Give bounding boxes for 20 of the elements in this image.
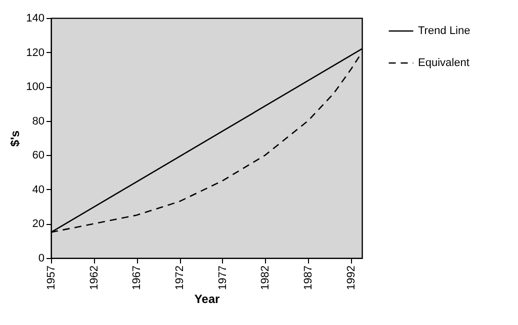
y-tick-label: 20 [32,218,44,230]
x-tick-label: 1982 [260,266,272,290]
legend-label: Equivalent [418,57,470,69]
legend-label: Trend Line [418,25,470,37]
y-tick-label: 120 [26,46,44,59]
y-tick-label: 140 [26,12,44,24]
x-tick-label: 1957 [46,266,58,290]
x-tick-label: 1967 [131,266,144,290]
y-tick-label: 60 [32,150,44,162]
y-axis-title: $'s [8,130,22,147]
y-tick-label: 0 [38,252,44,264]
y-tick-label: 100 [26,81,44,94]
x-tick-label: 1977 [216,266,229,290]
y-tick-label: 80 [32,115,44,128]
x-tick-label: 1972 [174,266,186,290]
y-tick-label: 40 [32,184,44,196]
x-tick-label: 1962 [88,266,100,290]
x-tick-label: 1992 [345,266,358,290]
x-axis-title: Year [194,292,220,306]
x-tick-label: 1987 [302,266,315,290]
